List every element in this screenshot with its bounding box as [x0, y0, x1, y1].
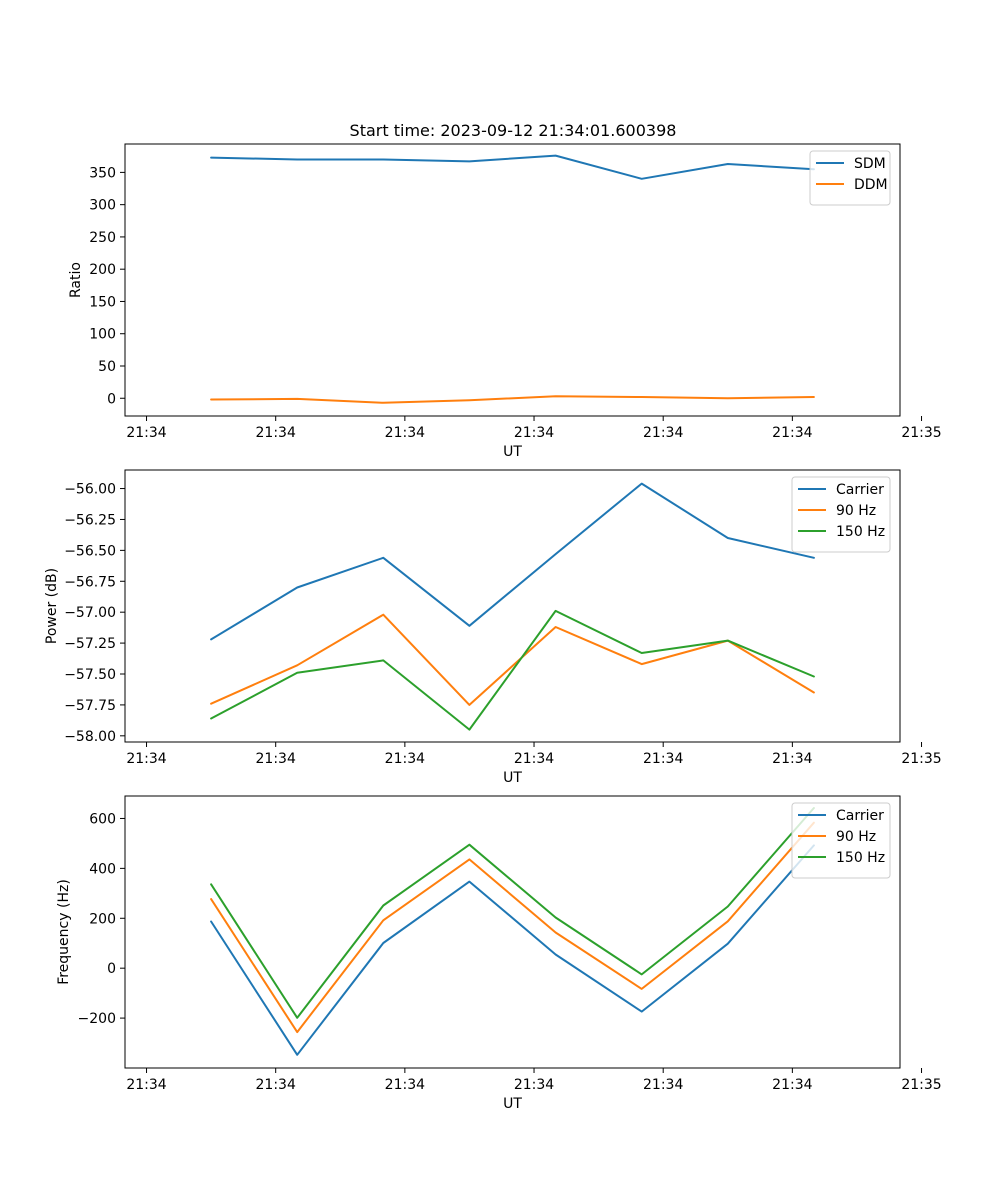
- y-tick-label: 250: [89, 230, 116, 246]
- y-tick-label: −56.25: [64, 512, 116, 528]
- x-tick-label: 21:34: [385, 751, 425, 767]
- x-tick-label: 21:34: [126, 751, 166, 767]
- x-tick-label: 21:34: [514, 1077, 554, 1093]
- y-tick-label: −56.75: [64, 574, 116, 590]
- y-tick-label: −57.00: [64, 605, 116, 621]
- legend-label: 90 Hz: [836, 829, 876, 845]
- y-tick-label: −57.75: [64, 698, 116, 714]
- y-tick-label: 300: [89, 198, 116, 214]
- panel-ratio: 21:34 21:34 21:34 21:34 21:34 21:34 21:35 0 50 10…: [68, 143, 942, 460]
- x-tick-label: 21:34: [643, 751, 683, 767]
- y-tick-label: 350: [89, 165, 116, 181]
- legend-label: 150 Hz: [836, 524, 885, 540]
- x-tick-label: 21:34: [643, 425, 683, 441]
- series-line-150-hz: [210, 609, 815, 731]
- legend-frame: [791, 476, 891, 553]
- x-tick-label: 21:34: [256, 425, 296, 441]
- series-line-ddm: [210, 395, 815, 404]
- y-axis-label: Frequency (Hz): [56, 879, 72, 985]
- axes-frame: [124, 795, 901, 1069]
- y-tick-label: 0: [107, 391, 116, 407]
- y-tick-label: −57.25: [64, 636, 116, 652]
- x-tick-label: 21:34: [385, 1077, 425, 1093]
- x-tick-label: 21:34: [772, 751, 812, 767]
- y-tick-label: −57.50: [64, 667, 116, 683]
- x-tick-label: 21:34: [772, 425, 812, 441]
- x-tick-label: 21:34: [772, 1077, 812, 1093]
- legend-label: SDM: [854, 156, 886, 172]
- x-axis-label: UT: [503, 444, 522, 460]
- series-line-150-hz: [210, 807, 815, 1019]
- x-tick-label: 21:34: [643, 1077, 683, 1093]
- y-axis-label: Power (dB): [44, 568, 60, 644]
- x-tick-label: 21:35: [901, 1077, 941, 1093]
- y-tick-label: 100: [89, 327, 116, 343]
- y-tick-label: −56.00: [64, 482, 116, 498]
- x-tick-label: 21:34: [514, 751, 554, 767]
- series-line-sdm: [210, 154, 815, 180]
- y-tick-label: 50: [98, 359, 116, 375]
- y-tick-label: −200: [78, 1011, 116, 1027]
- x-tick-label: 21:34: [126, 425, 166, 441]
- y-tick-label: −56.50: [64, 543, 116, 559]
- legend-label: DDM: [854, 177, 888, 193]
- x-tick-label: 21:34: [256, 751, 296, 767]
- x-tick-label: 21:34: [385, 425, 425, 441]
- x-tick-label: 21:34: [256, 1077, 296, 1093]
- y-tick-label: 200: [89, 911, 116, 927]
- y-tick-label: 400: [89, 861, 116, 877]
- panel-power: 21:34 21:34 21:34 21:34 21:34 21:34 21:35 −58.0…: [44, 469, 942, 786]
- x-axis-label: UT: [503, 770, 522, 786]
- axes-frame: [124, 143, 901, 417]
- y-tick-label: 600: [89, 811, 116, 827]
- legend-label: Carrier: [836, 482, 884, 498]
- x-axis-label: UT: [503, 1096, 522, 1112]
- y-tick-label: 200: [89, 262, 116, 278]
- legend-frame: [809, 150, 891, 206]
- x-tick-label: 21:34: [126, 1077, 166, 1093]
- legend-label: 90 Hz: [836, 503, 876, 519]
- y-axis-label: Ratio: [68, 262, 84, 298]
- series-line-90-hz: [210, 613, 815, 706]
- y-tick-label: −58.00: [64, 729, 116, 745]
- figure-title: Start time: 2023-09-12 21:34:01.600398: [350, 121, 677, 140]
- panel-frequency: 21:34 21:34 21:34 21:34 21:34 21:34 21:35 −200 0…: [56, 795, 942, 1112]
- legend: Carrier 90 Hz 150 Hz: [791, 802, 891, 879]
- axes-frame: [124, 469, 901, 743]
- legend-label: Carrier: [836, 808, 884, 824]
- y-tick-label: 0: [107, 961, 116, 977]
- series-line-carrier: [210, 844, 815, 1056]
- y-tick-label: 150: [89, 294, 116, 310]
- x-tick-label: 21:34: [514, 425, 554, 441]
- x-tick-label: 21:35: [901, 751, 941, 767]
- series-line-carrier: [210, 482, 815, 641]
- legend-frame: [791, 802, 891, 879]
- series-line-90-hz: [210, 821, 815, 1034]
- x-tick-label: 21:35: [901, 425, 941, 441]
- legend-label: 150 Hz: [836, 850, 885, 866]
- legend: SDM DDM: [809, 150, 891, 206]
- legend: Carrier 90 Hz 150 Hz: [791, 476, 891, 553]
